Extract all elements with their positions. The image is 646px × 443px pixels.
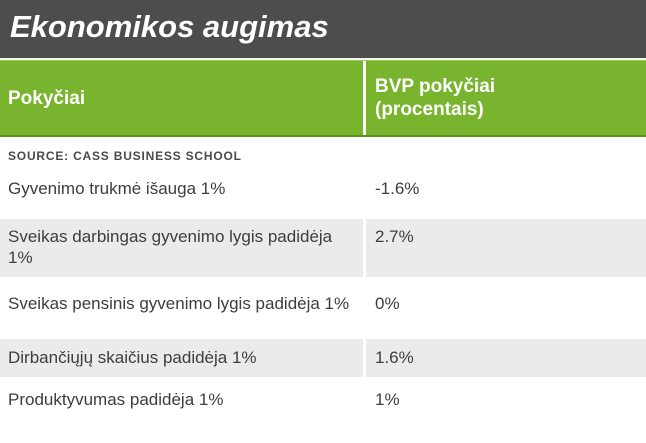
page-title: Ekonomikos augimas xyxy=(10,8,329,44)
table-row: Sveikas darbingas gyvenimo lygis padidėj… xyxy=(0,219,646,277)
table-row: Produktyvumas padidėja 1% 1% xyxy=(0,377,646,420)
table-row: Dirbančiųjų skaičius padidėja 1% 1.6% xyxy=(0,339,646,377)
table-header: Pokyčiai BVP pokyčiai (procentais) xyxy=(0,60,646,137)
row-label: Gyvenimo trukmė išauga 1% xyxy=(8,179,226,198)
table-row: Sveikas pensinis gyvenimo lygis padidėja… xyxy=(0,277,646,339)
row-label: Sveikas darbingas gyvenimo lygis padidėj… xyxy=(0,219,363,277)
source-label: SOURCE: CASS BUSINESS SCHOOL xyxy=(8,149,242,163)
row-value: 0% xyxy=(375,294,400,313)
column-header-pokyciai: Pokyčiai xyxy=(0,61,363,135)
row-value: 1% xyxy=(375,390,400,409)
title-bar: Ekonomikos augimas xyxy=(0,0,646,60)
row-label: Dirbančiųjų skaičius padidėja 1% xyxy=(0,339,363,377)
row-label: Produktyvumas padidėja 1% xyxy=(8,390,224,409)
column-header-bvp-pokyciai: BVP pokyčiai (procentais) xyxy=(366,61,646,135)
row-value: -1.6% xyxy=(375,179,420,198)
row-value: 1.6% xyxy=(366,339,646,377)
row-label: Sveikas pensinis gyvenimo lygis padidėja… xyxy=(8,294,350,313)
row-value: 2.7% xyxy=(366,219,646,277)
table-row: Gyvenimo trukmė išauga 1% -1.6% xyxy=(0,165,646,219)
